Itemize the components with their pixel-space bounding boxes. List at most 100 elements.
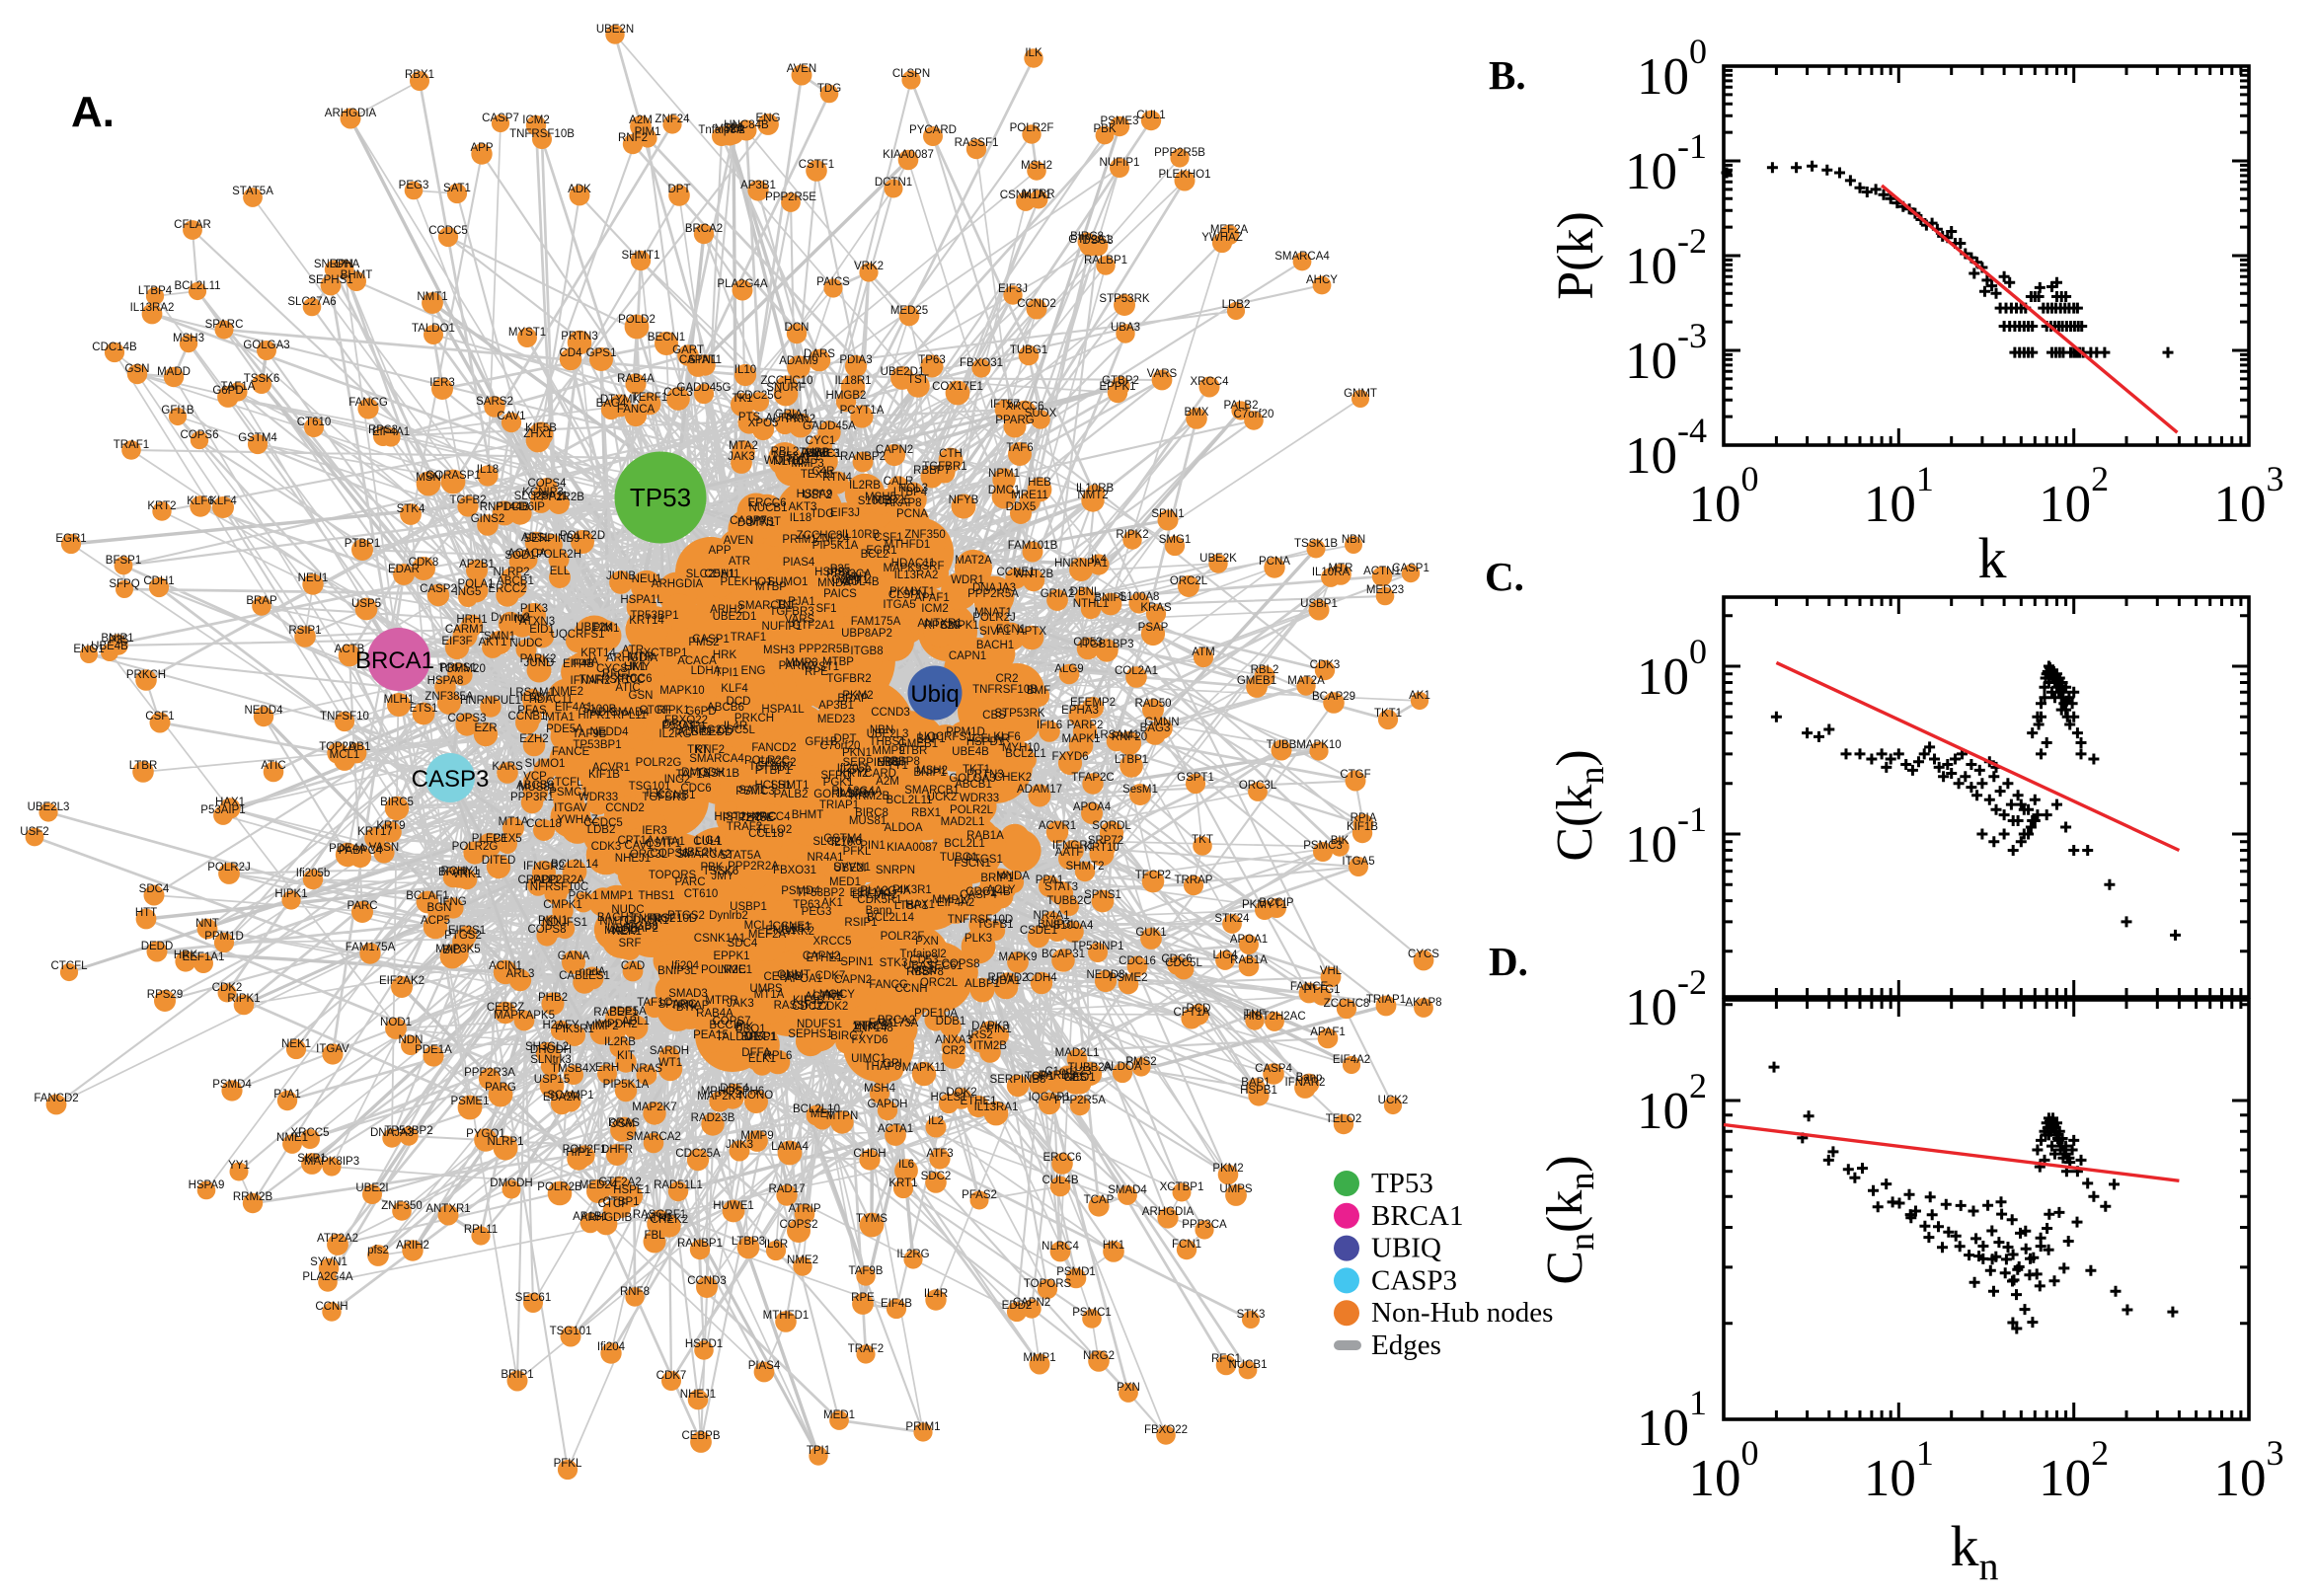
svg-text:C(kn): C(kn) [1547, 749, 1611, 861]
svg-text:FBXO31: FBXO31 [960, 357, 1003, 369]
svg-text:ADAM9: ADAM9 [779, 355, 818, 367]
svg-text:MET: MET [811, 1108, 834, 1120]
svg-text:BRIP1: BRIP1 [980, 873, 1013, 884]
svg-text:PEG3: PEG3 [802, 906, 832, 918]
svg-text:SARS2: SARS2 [476, 396, 513, 408]
svg-text:PPP2R5E: PPP2R5E [723, 812, 774, 824]
svg-text:GFI1B: GFI1B [805, 736, 838, 748]
svg-text:HIST2H2AC: HIST2H2AC [714, 811, 776, 823]
svg-text:AKT1: AKT1 [479, 637, 507, 648]
svg-text:TNFRSF10B: TNFRSF10B [972, 684, 1038, 696]
svg-text:FBXO22: FBXO22 [664, 715, 708, 726]
svg-text:NTHL1: NTHL1 [1073, 598, 1109, 610]
svg-text:CDC16: CDC16 [1119, 955, 1156, 967]
svg-text:ICM2: ICM2 [921, 603, 948, 615]
svg-text:S100A8: S100A8 [1119, 591, 1160, 603]
svg-text:FAM101B: FAM101B [1008, 540, 1058, 552]
svg-text:EDAR: EDAR [388, 564, 420, 575]
svg-text:CMPK1: CMPK1 [543, 899, 582, 911]
svg-text:G6PD: G6PD [212, 385, 243, 397]
svg-text:USF2: USF2 [803, 490, 831, 501]
svg-text:MAPK9: MAPK9 [884, 563, 922, 574]
svg-text:ACACA: ACACA [507, 548, 547, 560]
svg-text:SPIN1: SPIN1 [840, 956, 873, 968]
svg-text:SAT1: SAT1 [738, 785, 766, 797]
svg-text:POU2F1: POU2F1 [563, 1144, 607, 1156]
svg-text:RNF20: RNF20 [1112, 731, 1147, 743]
svg-text:BACH1: BACH1 [976, 640, 1014, 651]
svg-text:MAPK1: MAPK1 [1062, 733, 1101, 745]
svg-text:RAB4A: RAB4A [617, 373, 655, 385]
svg-text:BRCA1: BRCA1 [355, 647, 434, 674]
svg-text:Tnfaip8l2: Tnfaip8l2 [899, 949, 946, 960]
svg-text:PPP3CA: PPP3CA [826, 569, 872, 580]
svg-text:NEK1: NEK1 [612, 926, 642, 938]
svg-text:TFCP2: TFCP2 [1135, 870, 1171, 881]
svg-text:COPS6: COPS6 [651, 848, 689, 860]
svg-text:GFI1B: GFI1B [161, 405, 194, 417]
svg-text:JMY: JMY [628, 661, 651, 673]
svg-text:PDIA3: PDIA3 [839, 354, 872, 366]
svg-text:MED23: MED23 [1366, 584, 1404, 596]
svg-text:HNRNPUL1: HNRNPUL1 [460, 695, 521, 707]
svg-text:MAP3K5: MAP3K5 [435, 944, 480, 955]
svg-text:DPT: DPT [834, 733, 857, 745]
svg-text:CR2: CR2 [995, 673, 1018, 685]
svg-text:S100A4: S100A4 [1053, 920, 1095, 932]
svg-text:S100B: S100B [582, 704, 617, 716]
svg-text:PPP2R5A: PPP2R5A [1054, 1095, 1106, 1106]
svg-text:NEU1: NEU1 [298, 572, 329, 584]
svg-text:GMEB1: GMEB1 [898, 738, 938, 750]
svg-text:TGFBR2: TGFBR2 [826, 673, 871, 685]
svg-text:CSF1: CSF1 [874, 532, 902, 544]
svg-text:HRH1: HRH1 [456, 614, 487, 626]
svg-text:GPI: GPI [883, 1058, 902, 1070]
svg-text:UBE2D1: UBE2D1 [881, 366, 925, 378]
svg-text:LAMA4: LAMA4 [771, 1141, 809, 1153]
svg-text:ATXN3: ATXN3 [519, 616, 555, 628]
svg-text:BCL2L10: BCL2L10 [793, 1103, 840, 1115]
svg-text:DNAJA3: DNAJA3 [370, 1127, 414, 1139]
svg-text:STK3: STK3 [880, 957, 908, 969]
svg-text:ACVR1: ACVR1 [1039, 820, 1076, 832]
svg-text:SARDH: SARDH [650, 1045, 689, 1057]
svg-text:npdA: npdA [573, 656, 599, 668]
svg-text:NMT1: NMT1 [417, 291, 447, 303]
svg-text:SNRPN: SNRPN [314, 259, 353, 270]
svg-text:NME1: NME1 [276, 1132, 308, 1144]
svg-text:IL13RA1: IL13RA1 [974, 1102, 1019, 1113]
svg-text:IFT57: IFT57 [990, 399, 1020, 411]
svg-text:GMEB1: GMEB1 [1237, 675, 1276, 687]
svg-text:PEA15: PEA15 [693, 1029, 729, 1041]
svg-text:HEB: HEB [1028, 477, 1051, 489]
svg-text:AP1B1: AP1B1 [573, 1211, 608, 1223]
svg-text:PRIM1: PRIM1 [905, 1421, 940, 1433]
svg-text:AP3B1: AP3B1 [740, 180, 776, 191]
svg-text:DCTN1: DCTN1 [737, 517, 775, 529]
svg-text:Ifi205b: Ifi205b [296, 868, 331, 879]
svg-text:RBBP8: RBBP8 [906, 966, 944, 978]
svg-text:CDC14B: CDC14B [92, 342, 137, 353]
svg-text:WNT2B: WNT2B [1014, 569, 1054, 580]
svg-text:UBE2K: UBE2K [1199, 553, 1237, 565]
svg-text:CTGF: CTGF [639, 705, 669, 717]
svg-text:ACTA1: ACTA1 [878, 1123, 913, 1135]
svg-text:IL6ST: IL6ST [520, 692, 551, 704]
svg-text:AK1: AK1 [821, 897, 843, 909]
svg-text:SLC27A6: SLC27A6 [812, 836, 861, 848]
svg-text:DFFA: DFFA [741, 1047, 771, 1059]
svg-text:MAT2A: MAT2A [1287, 675, 1325, 687]
svg-text:VHL: VHL [1320, 965, 1343, 977]
svg-text:P35: P35 [830, 564, 850, 575]
svg-text:MMP9: MMP9 [740, 1130, 773, 1142]
svg-text:SKP1: SKP1 [297, 1153, 326, 1165]
svg-text:IL6R: IL6R [764, 1239, 788, 1251]
svg-text:KRAS: KRAS [1140, 602, 1172, 614]
svg-text:BMX: BMX [1185, 407, 1209, 418]
svg-text:RASGRF1: RASGRF1 [633, 1209, 686, 1221]
svg-text:PTGS1: PTGS1 [965, 854, 1003, 866]
svg-text:ABCB6: ABCB6 [707, 702, 744, 714]
svg-text:EIF3J: EIF3J [830, 507, 860, 519]
svg-text:PPP3CA: PPP3CA [1182, 1219, 1227, 1231]
svg-text:CEBPB: CEBPB [764, 971, 803, 983]
